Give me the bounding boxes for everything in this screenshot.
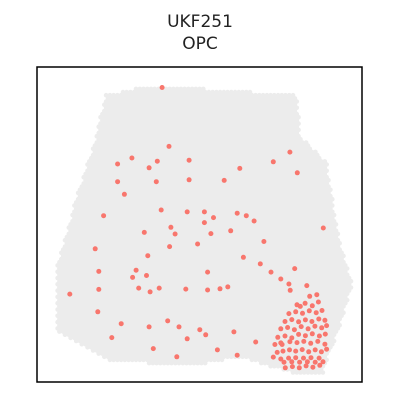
background-spot — [322, 159, 328, 164]
chart-subtitle: OPC — [182, 34, 218, 54]
background-spots — [55, 86, 354, 375]
chart-title: UKF251 — [167, 12, 233, 32]
background-spot — [313, 149, 318, 155]
